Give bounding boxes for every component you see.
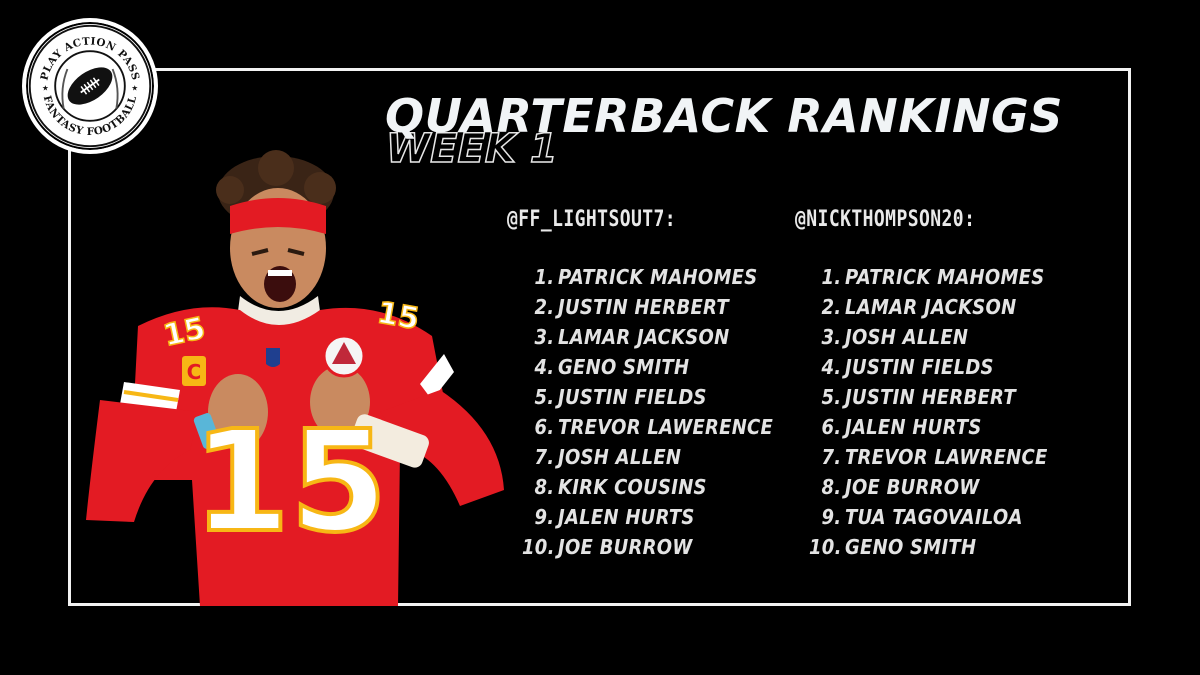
rank-number: 7. bbox=[821, 445, 842, 469]
rank-number: 1. bbox=[534, 265, 555, 289]
ranking-list-item: 4. GENO SMITH bbox=[522, 352, 773, 382]
shoulder-number-left: 15 bbox=[160, 311, 208, 354]
player-name: TREVOR LAWERENCE bbox=[558, 415, 774, 439]
player-name: PATRICK MAHOMES bbox=[845, 265, 1045, 289]
rank-number: 5. bbox=[534, 385, 555, 409]
player-name: TUA TAGOVAILOA bbox=[845, 505, 1023, 529]
rank-number: 10. bbox=[809, 535, 842, 559]
player-name: JUSTIN FIELDS bbox=[558, 385, 707, 409]
player-name: GENO SMITH bbox=[845, 535, 977, 559]
rank-number: 2. bbox=[821, 295, 842, 319]
rank-number: 6. bbox=[821, 415, 842, 439]
player-name: JALEN HURTS bbox=[558, 505, 695, 529]
ranking-list-item: 7. TREVOR LAWRENCE bbox=[809, 442, 1048, 472]
ranking-list-item: 8. JOE BURROW bbox=[809, 472, 1048, 502]
player-name: JALEN HURTS bbox=[845, 415, 982, 439]
play-action-pass-logo: PLAY ACTION PASS FANTASY FOOTBALL ★ ★ bbox=[22, 18, 158, 154]
content-frame bbox=[68, 68, 1131, 606]
quarterback-photo: C 15 15 15 bbox=[80, 150, 512, 606]
ranking-list-item: 1. PATRICK MAHOMES bbox=[809, 262, 1048, 292]
player-name: JOE BURROW bbox=[558, 535, 693, 559]
football-icon bbox=[67, 67, 113, 105]
ranking-list-item: 9. TUA TAGOVAILOA bbox=[809, 502, 1048, 532]
rank-number: 5. bbox=[821, 385, 842, 409]
player-name: LAMAR JACKSON bbox=[558, 325, 730, 349]
ranking-list-item: 2. LAMAR JACKSON bbox=[809, 292, 1048, 322]
player-name: JUSTIN HERBERT bbox=[558, 295, 729, 319]
ranking-list-item: 3. LAMAR JACKSON bbox=[522, 322, 773, 352]
ranking-list-2: 1. PATRICK MAHOMES 2. LAMAR JACKSON 3. JOSH A… bbox=[809, 262, 1074, 562]
player-name: PATRICK MAHOMES bbox=[558, 265, 758, 289]
ranking-list-item: 4. JUSTIN FIELDS bbox=[809, 352, 1048, 382]
player-name: JUSTIN HERBERT bbox=[845, 385, 1016, 409]
ranking-list-item: 6. TREVOR LAWERENCE bbox=[522, 412, 773, 442]
rank-number: 4. bbox=[534, 355, 555, 379]
shoulder-number-right: 15 bbox=[375, 295, 422, 337]
ranking-list-item: 5. JUSTIN FIELDS bbox=[522, 382, 773, 412]
player-name: JOSH ALLEN bbox=[558, 445, 682, 469]
rank-number: 6. bbox=[534, 415, 555, 439]
ranking-list-item: 1. PATRICK MAHOMES bbox=[522, 262, 773, 292]
player-name: JOE BURROW bbox=[845, 475, 980, 499]
ranking-list-1: 1. PATRICK MAHOMES 2. JUSTIN HERBERT 3. LAMAR… bbox=[522, 262, 801, 562]
captain-patch: C bbox=[187, 360, 202, 384]
svg-text:★: ★ bbox=[131, 84, 138, 93]
rank-number: 8. bbox=[534, 475, 555, 499]
ranking-list-item: 8. KIRK COUSINS bbox=[522, 472, 773, 502]
player-name: GENO SMITH bbox=[558, 355, 690, 379]
player-name: JUSTIN FIELDS bbox=[845, 355, 994, 379]
player-name: KIRK COUSINS bbox=[558, 475, 707, 499]
week-subtitle: WEEK 1 bbox=[385, 125, 558, 173]
player-name: TREVOR LAWRENCE bbox=[845, 445, 1048, 469]
player-name: LAMAR JACKSON bbox=[845, 295, 1017, 319]
rank-number: 9. bbox=[534, 505, 555, 529]
page-title: QUARTERBACK RANKINGS bbox=[385, 89, 1063, 143]
rank-number: 7. bbox=[534, 445, 555, 469]
logo-badge-icon: PLAY ACTION PASS FANTASY FOOTBALL ★ ★ bbox=[28, 24, 152, 148]
rank-number: 3. bbox=[821, 325, 842, 349]
ranking-list-item: 7. JOSH ALLEN bbox=[522, 442, 773, 472]
ranking-list-item: 6. JALEN HURTS bbox=[809, 412, 1048, 442]
ranking-list-item: 10. JOE BURROW bbox=[522, 532, 773, 562]
jersey-number: 15 bbox=[193, 401, 388, 564]
rank-number: 1. bbox=[821, 265, 842, 289]
rank-number: 10. bbox=[522, 535, 555, 559]
ranker-handle-2: @NICKTHOMPSON20: bbox=[795, 207, 976, 232]
ranker-handle-1: @FF_LIGHTSOUT7: bbox=[507, 207, 677, 232]
ranking-list-item: 5. JUSTIN HERBERT bbox=[809, 382, 1048, 412]
rank-number: 4. bbox=[821, 355, 842, 379]
player-illustration: C 15 15 15 bbox=[86, 150, 504, 606]
rank-number: 2. bbox=[534, 295, 555, 319]
ranking-list-item: 9. JALEN HURTS bbox=[522, 502, 773, 532]
rank-number: 9. bbox=[821, 505, 842, 529]
ranking-list-item: 10. GENO SMITH bbox=[809, 532, 1048, 562]
rank-number: 3. bbox=[534, 325, 555, 349]
rank-number: 8. bbox=[821, 475, 842, 499]
player-name: JOSH ALLEN bbox=[845, 325, 969, 349]
ranking-list-item: 3. JOSH ALLEN bbox=[809, 322, 1048, 352]
svg-text:★: ★ bbox=[42, 84, 49, 93]
ranking-list-item: 2. JUSTIN HERBERT bbox=[522, 292, 773, 322]
